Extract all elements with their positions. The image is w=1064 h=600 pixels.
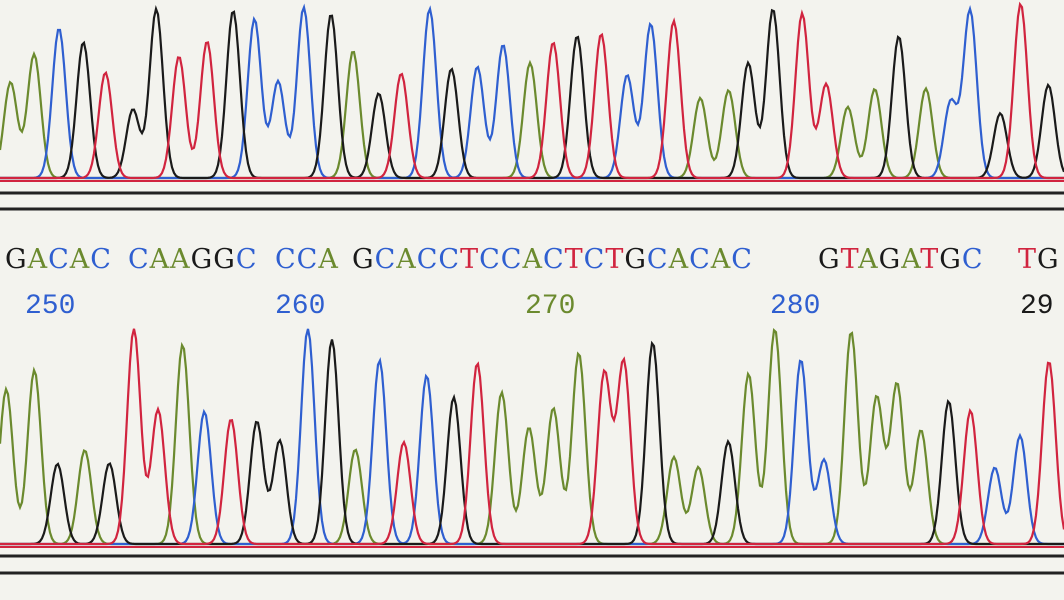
trace — [0, 328, 1064, 546]
trace-bottom — [0, 327, 1064, 546]
position-label: 29 — [1020, 291, 1054, 322]
base-group: GACAC — [5, 244, 112, 275]
base-group: TG — [1018, 244, 1060, 275]
sequence: GACAC CAAGGC CCA GCACCTCCACTCTGCACAC GTAGATG… — [5, 244, 1060, 275]
base-group: CAAGGC — [128, 244, 258, 275]
position-label: 260 — [275, 291, 325, 322]
positions: 250 260 270 280 29 — [25, 291, 1054, 322]
trace-top — [0, 1, 1064, 180]
base-group: GCACCTCCACTCTGCACAC — [352, 244, 753, 275]
base-group: CCA — [275, 244, 339, 275]
position-label: 280 — [770, 291, 820, 322]
position-label: 250 — [25, 291, 75, 322]
trace — [0, 1, 1064, 180]
base-group: GTAGATGC — [818, 244, 984, 275]
trace — [0, 327, 1064, 546]
position-label: 270 — [525, 291, 575, 322]
